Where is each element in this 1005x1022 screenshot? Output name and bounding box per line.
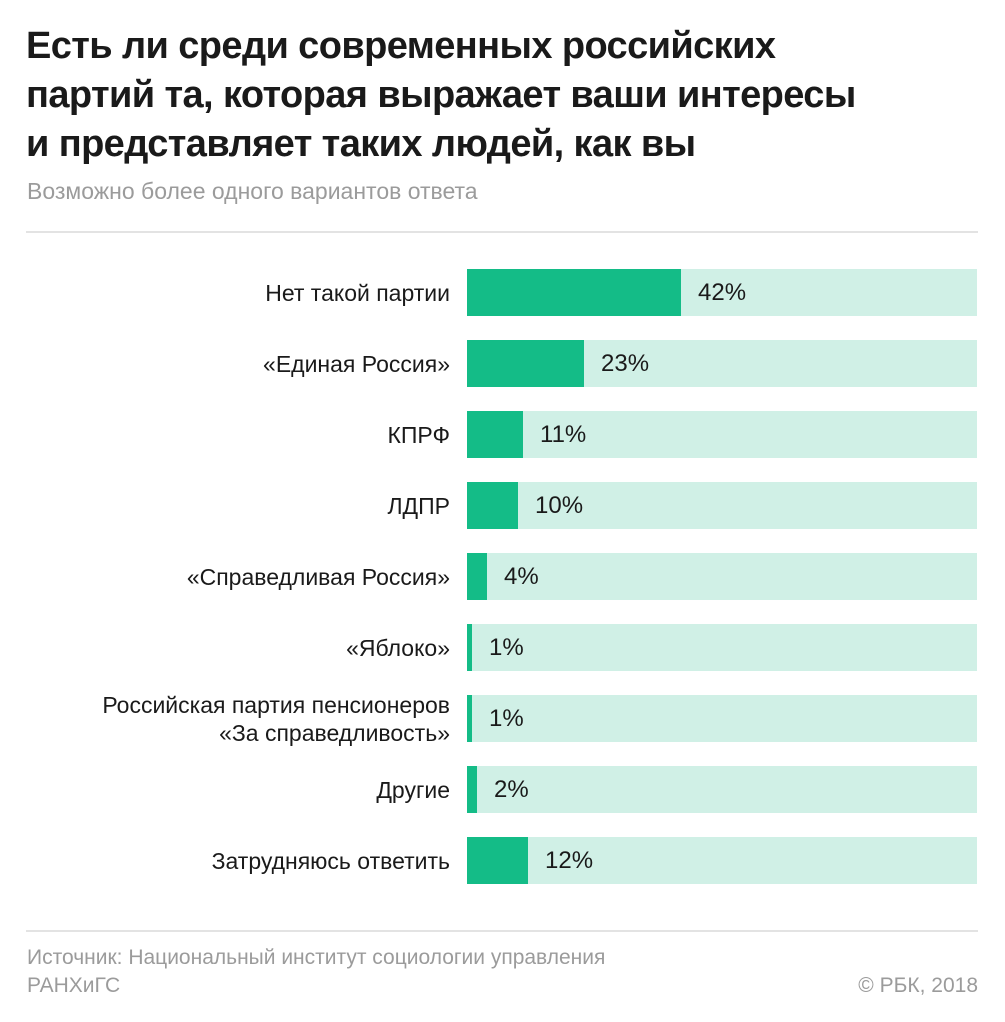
value-label: 2% bbox=[494, 776, 529, 803]
bar-track: 1% bbox=[467, 624, 977, 671]
bar bbox=[467, 695, 472, 742]
bar bbox=[467, 340, 584, 387]
category-label-line: «Справедливая Россия» bbox=[186, 563, 450, 590]
bar bbox=[467, 269, 681, 316]
value-label: 1% bbox=[489, 705, 524, 732]
source-line: РАНХиГС bbox=[27, 974, 121, 997]
bar-track: 12% bbox=[467, 837, 977, 884]
category-label-line: Затрудняюсь ответить bbox=[211, 847, 450, 874]
category-label: «Единая Россия» bbox=[263, 340, 450, 387]
value-label: 1% bbox=[489, 634, 524, 661]
category-label-line: Российская партия пенсионеров bbox=[102, 691, 450, 718]
category-label: «Справедливая Россия» bbox=[187, 553, 450, 600]
value-label: 42% bbox=[698, 279, 747, 306]
value-label: 23% bbox=[601, 350, 650, 377]
bar-track: 23% bbox=[467, 340, 977, 387]
bar-row: «Яблоко» 1% bbox=[0, 624, 1005, 671]
footer-divider bbox=[26, 930, 978, 932]
category-label: «Яблоко» bbox=[346, 624, 450, 671]
bar bbox=[467, 624, 472, 671]
bar-row: КПРФ 11% bbox=[0, 411, 1005, 458]
bar-row: Российская партия пенсионеров «За справед… bbox=[0, 692, 1005, 746]
value-label: 10% bbox=[535, 492, 584, 519]
source-line: Источник: Национальный институт социолог… bbox=[27, 946, 606, 969]
chart-title: Есть ли среди современных российских пар… bbox=[26, 22, 986, 169]
bar-track: 4% bbox=[467, 553, 977, 600]
header-divider bbox=[26, 231, 978, 233]
category-label-line: Нет такой партии bbox=[265, 279, 450, 306]
category-label: Другие bbox=[376, 766, 450, 813]
category-label-line: ЛДПР bbox=[387, 492, 450, 519]
value-label: 11% bbox=[540, 421, 587, 448]
copyright: © РБК, 2018 bbox=[858, 974, 978, 997]
bar-row: Другие 2% bbox=[0, 766, 1005, 813]
bar-row: Нет такой партии 42% bbox=[0, 269, 1005, 316]
category-label: ЛДПР bbox=[387, 482, 450, 529]
chart-title-line: Есть ли среди современных российских bbox=[26, 25, 776, 67]
category-label: Затрудняюсь ответить bbox=[212, 837, 450, 884]
bar-track: 42% bbox=[467, 269, 977, 316]
bar-row: «Справедливая Россия» 4% bbox=[0, 553, 1005, 600]
bar-track: 10% bbox=[467, 482, 977, 529]
category-label: КПРФ bbox=[388, 411, 451, 458]
value-label: 12% bbox=[545, 847, 594, 874]
bar bbox=[467, 837, 528, 884]
bar bbox=[467, 411, 523, 458]
chart-title-line: партий та, которая выражает ваши интерес… bbox=[26, 74, 856, 116]
chart-subtitle: Возможно более одного вариантов ответа bbox=[27, 178, 478, 204]
bar bbox=[467, 553, 487, 600]
source-note: Источник: Национальный институт социолог… bbox=[27, 944, 605, 1000]
value-label: 4% bbox=[504, 563, 539, 590]
bar bbox=[467, 766, 477, 813]
bar-track: 1% bbox=[467, 695, 977, 742]
category-label-line: КПРФ bbox=[387, 421, 451, 448]
bar-track: 2% bbox=[467, 766, 977, 813]
category-label-line: Другие bbox=[376, 776, 450, 803]
category-label: Нет такой партии bbox=[265, 269, 450, 316]
category-label-line: «Единая Россия» bbox=[263, 350, 450, 377]
bar-row: ЛДПР 10% bbox=[0, 482, 1005, 529]
category-label: Российская партия пенсионеров «За справед… bbox=[102, 692, 450, 746]
bar bbox=[467, 482, 518, 529]
bar-track: 11% bbox=[467, 411, 977, 458]
category-label-line: «За справедливость» bbox=[219, 719, 450, 746]
bar-row: «Единая Россия» 23% bbox=[0, 340, 1005, 387]
bar-row: Затрудняюсь ответить 12% bbox=[0, 837, 1005, 884]
chart-title-line: и представляет таких людей, как вы bbox=[26, 123, 696, 165]
category-label-line: «Яблоко» bbox=[346, 634, 450, 661]
